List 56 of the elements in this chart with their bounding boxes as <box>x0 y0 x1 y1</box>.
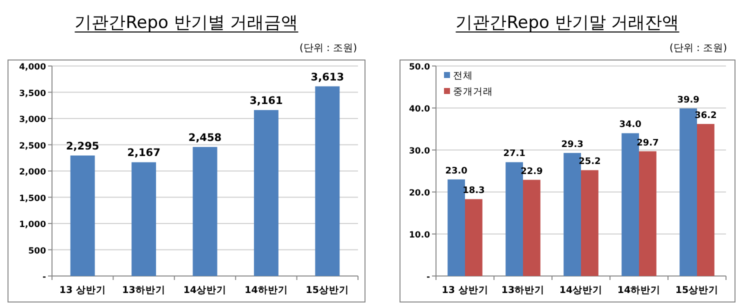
x-tick-label: 14상반기 <box>183 285 227 296</box>
y-tick-label: - <box>42 272 46 282</box>
bar <box>639 151 656 276</box>
x-tick-label: 14하반기 <box>244 285 288 296</box>
y-tick-label: 3,000 <box>19 115 46 125</box>
x-tick-label: 14하반기 <box>617 285 661 296</box>
y-tick-label: 20.0 <box>409 188 430 198</box>
data-label: 3,161 <box>250 95 283 108</box>
bar <box>192 146 218 276</box>
data-label: 2,295 <box>66 140 100 153</box>
bar <box>70 156 95 276</box>
data-label: 2,458 <box>188 132 222 144</box>
legend-label: 전체 <box>453 70 473 82</box>
bar <box>564 152 581 276</box>
y-tick-label: 1,500 <box>19 194 46 204</box>
x-tick-label: 13 상반기 <box>442 285 488 296</box>
x-tick-label: 15상반기 <box>675 285 719 296</box>
y-tick-label: 30.0 <box>409 146 430 156</box>
bar <box>680 108 697 276</box>
bar <box>448 179 465 276</box>
bar <box>315 86 340 276</box>
bar <box>506 162 523 276</box>
y-tick-label: 50.0 <box>409 62 430 72</box>
bar <box>697 124 714 276</box>
bar <box>581 170 598 276</box>
x-tick-label: 13 상반기 <box>59 285 106 296</box>
y-tick-label: 500 <box>28 246 46 256</box>
data-label: 29.3 <box>561 140 584 150</box>
bar <box>132 162 156 276</box>
y-tick-label: - <box>426 272 430 282</box>
y-tick-label: 1,000 <box>19 220 46 230</box>
chart-title: 기관간Repo 반기별 거래금액 <box>74 13 298 33</box>
y-tick-label: 10.0 <box>409 230 430 240</box>
bar <box>254 110 278 276</box>
text: (단위 : 조원) <box>299 43 358 54</box>
data-label: 39.9 <box>677 95 700 106</box>
data-label: 3,613 <box>310 71 344 84</box>
data-label: 27.1 <box>503 149 526 160</box>
data-label: 23.0 <box>445 166 468 176</box>
text: (단위 : 조원) <box>669 43 728 54</box>
y-tick-label: 2,500 <box>19 141 46 152</box>
legend-label: 중개거래 <box>453 86 493 98</box>
x-tick-label: 13하반기 <box>122 285 166 296</box>
chart-title: 기관간Repo 반기말 거래잔액 <box>456 13 680 33</box>
data-label: 34.0 <box>619 120 642 130</box>
y-tick-label: 2,000 <box>19 168 46 178</box>
x-tick-label: 15상반기 <box>306 285 350 296</box>
bar <box>622 133 639 276</box>
y-tick-label: 4,000 <box>19 62 46 72</box>
x-tick-label: 14상반기 <box>559 285 603 296</box>
data-label: 2,167 <box>127 147 160 160</box>
bar <box>465 199 482 276</box>
x-tick-label: 13하반기 <box>501 285 545 296</box>
bar <box>523 180 540 276</box>
y-tick-label: 3,500 <box>19 88 46 99</box>
y-tick-label: 40.0 <box>409 104 430 114</box>
